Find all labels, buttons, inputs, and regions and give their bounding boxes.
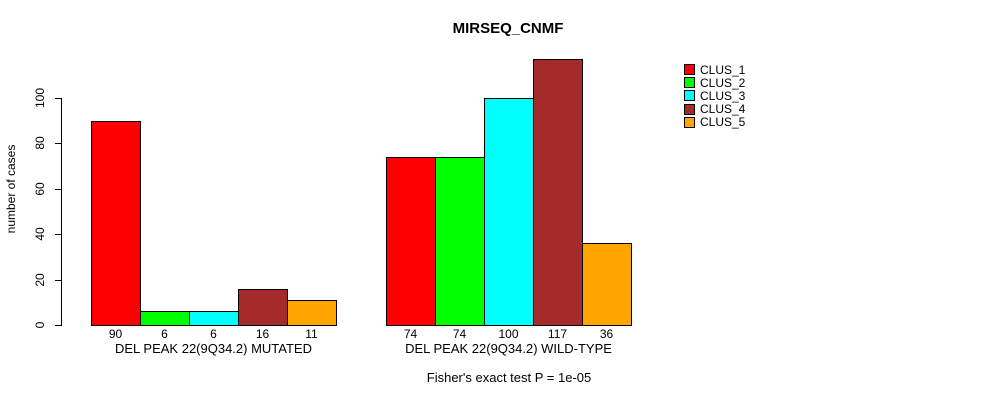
bar-CLUS_4 xyxy=(533,59,583,326)
y-tick-label: 0 xyxy=(33,321,47,329)
y-axis-tick xyxy=(55,98,61,99)
bar-CLUS_3 xyxy=(484,98,534,326)
bar-value-label: 11 xyxy=(305,327,318,341)
bar-CLUS_2 xyxy=(435,157,485,326)
y-axis-tick xyxy=(55,234,61,235)
legend-label: CLUS_3 xyxy=(700,88,746,103)
y-axis-line xyxy=(61,98,62,326)
bar-value-label: 90 xyxy=(108,327,123,341)
y-tick-label: 100 xyxy=(33,87,47,109)
legend-item: CLUS_4 xyxy=(684,102,746,117)
y-tick-label: 60 xyxy=(33,182,47,196)
x-axis-group-label: DEL PEAK 22(9Q34.2) WILD-TYPE xyxy=(405,341,612,356)
bar-value-label: 74 xyxy=(403,327,418,341)
bar-value-label: 6 xyxy=(210,327,217,341)
legend-color-swatch xyxy=(684,116,695,128)
y-tick-label: 40 xyxy=(33,227,47,241)
legend-item: CLUS_3 xyxy=(684,88,746,103)
bar-value-label: 16 xyxy=(255,327,270,341)
bar-CLUS_4 xyxy=(238,289,288,326)
y-tick-label: 80 xyxy=(33,136,47,150)
y-axis-tick xyxy=(55,189,61,190)
legend-label: CLUS_1 xyxy=(700,62,746,77)
bar-CLUS_1 xyxy=(91,121,141,326)
y-axis-tick xyxy=(55,325,61,326)
legend-label: CLUS_4 xyxy=(700,102,746,117)
y-axis-tick xyxy=(55,280,61,281)
legend: CLUS_1 CLUS_2 CLUS_3 CLUS_4 CLUS_5 xyxy=(684,63,745,129)
bar-value-label: 6 xyxy=(161,327,168,341)
y-tick-label: 20 xyxy=(33,273,47,287)
bar-value-label: 117 xyxy=(547,327,568,341)
chart-title: MIRSEQ_CNMF xyxy=(452,20,564,37)
legend-item: CLUS_5 xyxy=(684,115,746,130)
y-axis-tick xyxy=(55,143,61,144)
bar-CLUS_3 xyxy=(189,311,239,326)
bar-value-label: 36 xyxy=(599,327,614,341)
legend-item: CLUS_2 xyxy=(684,75,746,90)
x-axis-group-label: DEL PEAK 22(9Q34.2) MUTATED xyxy=(115,341,312,356)
bar-value-label: 100 xyxy=(498,327,519,341)
legend-color-swatch xyxy=(684,103,695,115)
legend-item: CLUS_1 xyxy=(684,62,746,77)
bar-value-label: 74 xyxy=(452,327,467,341)
bar-CLUS_1 xyxy=(386,157,436,326)
bar-CLUS_2 xyxy=(140,311,190,326)
bar-CLUS_5 xyxy=(582,243,632,326)
legend-color-swatch xyxy=(684,90,695,102)
legend-color-swatch xyxy=(684,64,695,76)
annotation-text: Fisher's exact test P = 1e-05 xyxy=(426,370,592,385)
legend-label: CLUS_2 xyxy=(700,75,746,90)
legend-color-swatch xyxy=(684,77,695,89)
bar-CLUS_5 xyxy=(287,300,337,326)
legend-label: CLUS_5 xyxy=(700,115,746,130)
